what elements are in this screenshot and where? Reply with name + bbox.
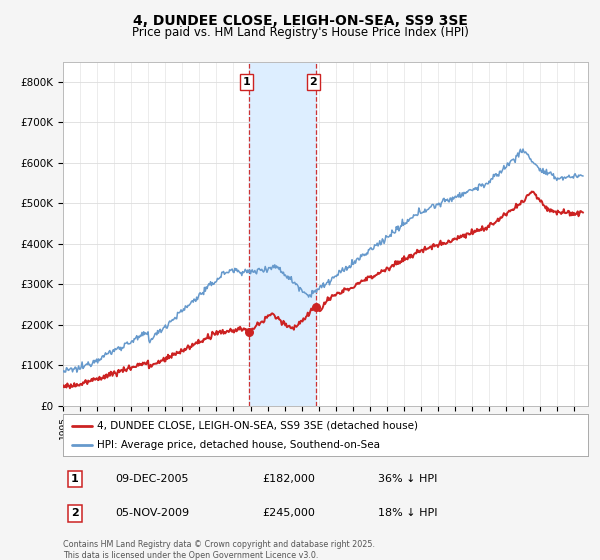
Bar [249, 62, 316, 406]
Point [244, 328, 254, 337]
Text: £182,000: £182,000 [263, 474, 316, 484]
Text: 09-DEC-2005: 09-DEC-2005 [115, 474, 189, 484]
Point [311, 302, 321, 311]
Text: Contains HM Land Registry data © Crown copyright and database right 2025.
This d: Contains HM Land Registry data © Crown c… [63, 540, 375, 559]
Text: 1: 1 [71, 474, 79, 484]
Text: 2: 2 [310, 77, 317, 87]
Text: 05-NOV-2009: 05-NOV-2009 [115, 508, 190, 519]
Text: 18% ↓ HPI: 18% ↓ HPI [378, 508, 437, 519]
Text: 4, DUNDEE CLOSE, LEIGH-ON-SEA, SS9 3SE: 4, DUNDEE CLOSE, LEIGH-ON-SEA, SS9 3SE [133, 14, 467, 28]
Text: 2: 2 [71, 508, 79, 519]
Text: 1: 1 [243, 77, 250, 87]
Text: 4, DUNDEE CLOSE, LEIGH-ON-SEA, SS9 3SE (detached house): 4, DUNDEE CLOSE, LEIGH-ON-SEA, SS9 3SE (… [97, 421, 418, 431]
Text: £245,000: £245,000 [263, 508, 316, 519]
Text: Price paid vs. HM Land Registry's House Price Index (HPI): Price paid vs. HM Land Registry's House … [131, 26, 469, 39]
Text: 36% ↓ HPI: 36% ↓ HPI [378, 474, 437, 484]
Text: HPI: Average price, detached house, Southend-on-Sea: HPI: Average price, detached house, Sout… [97, 440, 380, 450]
